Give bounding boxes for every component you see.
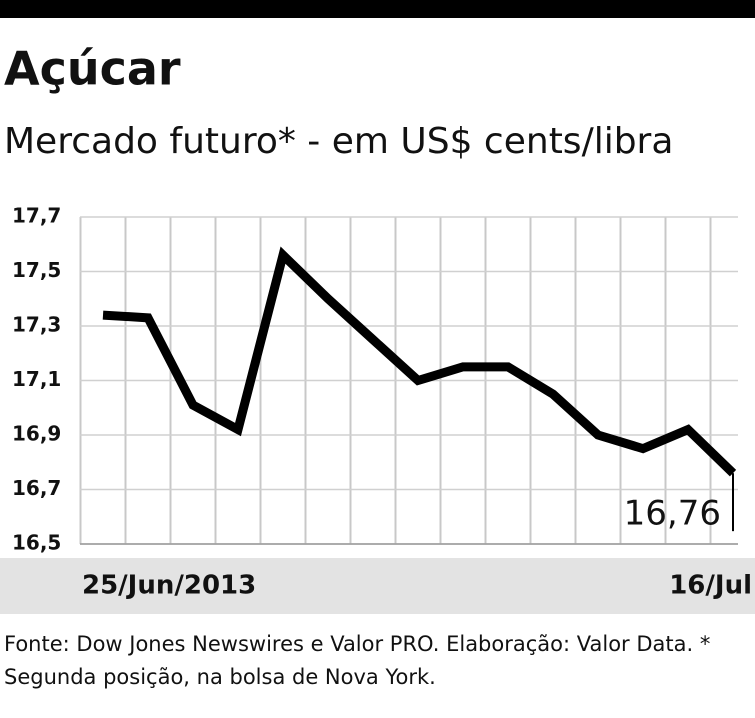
y-tick-label: 16,5 xyxy=(12,531,61,555)
y-tick-label: 17,1 xyxy=(12,367,61,391)
y-tick-label: 16,9 xyxy=(12,422,61,446)
x-tick-label: 16/Jul xyxy=(669,571,752,601)
top-bar xyxy=(0,0,755,18)
y-tick-label: 16,7 xyxy=(12,476,61,500)
line-series xyxy=(102,246,737,477)
y-tick-label: 17,3 xyxy=(12,313,61,337)
chart-title: Açúcar xyxy=(4,42,181,96)
y-tick-label: 17,5 xyxy=(12,258,61,282)
chart-subtitle: Mercado futuro* - em US$ cents/libra xyxy=(4,121,673,162)
x-tick-label: 25/Jun/2013 xyxy=(82,571,256,601)
source-note: Fonte: Dow Jones Newswires e Valor PRO. … xyxy=(4,632,711,689)
value-label: 16,76 xyxy=(624,494,721,534)
x-axis-band xyxy=(0,558,755,614)
y-tick-label: 17,7 xyxy=(12,204,61,228)
